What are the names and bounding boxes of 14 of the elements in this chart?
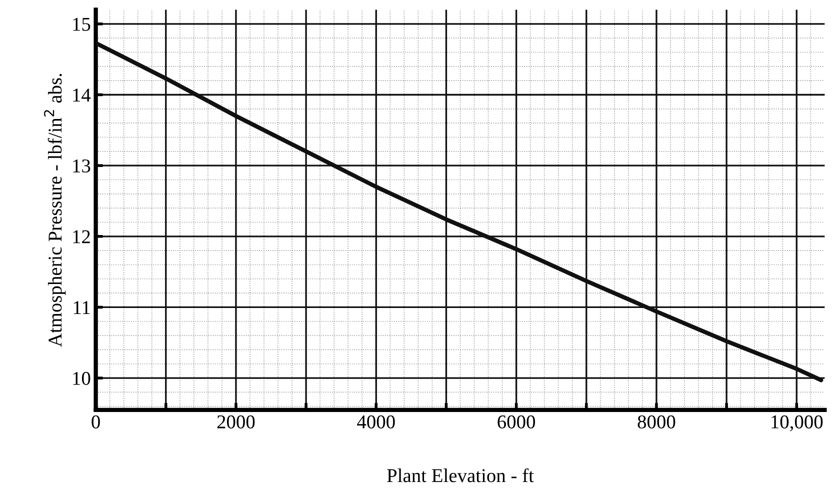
x-tick-label: 8000 <box>638 415 676 428</box>
y-axis-title: Atmospheric Pressure - lbf/in$^{2}$ abs. <box>44 74 66 347</box>
y-tick-label: 13 <box>73 159 90 173</box>
y-tick-label: 12 <box>73 230 90 244</box>
y-tick-label: 11 <box>74 301 90 314</box>
y-tick-label: 15 <box>73 18 90 31</box>
x-tick-label: 6000 <box>498 415 536 428</box>
x-tick-label: 0 <box>92 415 100 428</box>
x-tick-label: 10,000 <box>772 415 823 432</box>
x-tick-label: 4000 <box>357 415 395 428</box>
y-tick-label: 10 <box>73 372 90 385</box>
x-axis-title: Plant Elevation - ft <box>387 468 534 482</box>
x-tick-label: 2000 <box>217 415 255 428</box>
y-tick-label: 14 <box>73 88 91 102</box>
